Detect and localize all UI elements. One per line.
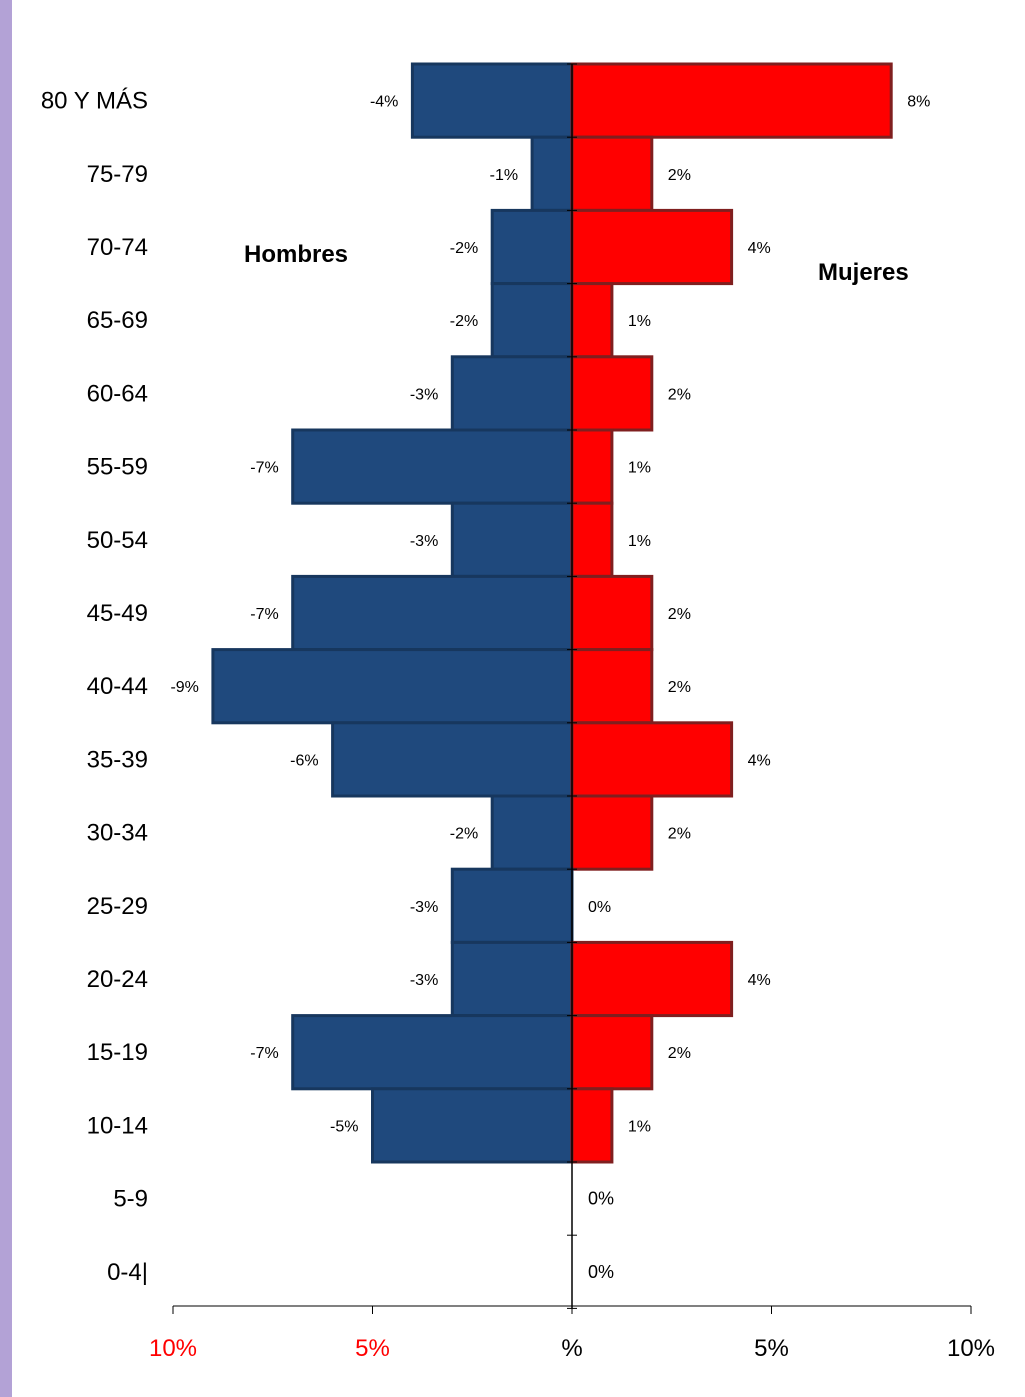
mujeres-bar	[570, 282, 614, 359]
age-group-label: 55-59	[87, 454, 148, 481]
labels-group: 80 Y MÁS -4% 8% 75-79 -1% 2% 70-74 -2% 4% 65-69 -2…	[41, 88, 995, 1362]
mujeres-data-label: 0%	[588, 1262, 614, 1282]
x-tick-label: 10%	[947, 1335, 995, 1362]
mujeres-data-label: 2%	[668, 679, 691, 696]
hombres-bar	[291, 574, 574, 652]
mujeres-data-label: 8%	[907, 94, 930, 111]
hombres-data-label: -2%	[450, 313, 478, 330]
mujeres-bar	[570, 135, 654, 212]
age-group-label: 15-19	[87, 1039, 148, 1066]
age-group-label: 40-44	[87, 673, 148, 700]
hombres-bar	[450, 501, 574, 578]
mujeres-data-label: 1%	[628, 460, 651, 477]
mujeres-bar	[570, 940, 734, 1018]
hombres-bar	[450, 940, 574, 1018]
x-tick-label: 10%	[149, 1335, 197, 1362]
mujeres-bar	[570, 721, 734, 798]
mujeres-data-label: 2%	[668, 1045, 691, 1062]
age-group-label: 45-49	[87, 600, 148, 627]
age-group-label: 25-29	[87, 893, 148, 920]
age-group-label: 10-14	[87, 1112, 148, 1139]
mujeres-bar	[570, 208, 734, 286]
mujeres-data-label: 4%	[748, 240, 771, 257]
mujeres-data-label: 4%	[748, 972, 771, 989]
hombres-data-label: -1%	[490, 167, 518, 184]
mujeres-bar	[570, 1087, 614, 1164]
hombres-data-label: -3%	[410, 899, 438, 916]
x-tick-label: 5%	[754, 1335, 789, 1362]
hombres-bar	[490, 794, 574, 871]
x-tick-label: 5%	[355, 1335, 390, 1362]
left-decorative-band	[0, 0, 12, 1397]
age-group-label: 80 Y MÁS	[41, 88, 148, 115]
age-group-label: 50-54	[87, 527, 148, 554]
hombres-group-label: Hombres	[244, 241, 348, 268]
hombres-data-label: -5%	[330, 1118, 358, 1135]
mujeres-data-label: 2%	[668, 606, 691, 623]
hombres-data-label: -4%	[370, 94, 398, 111]
hombres-bar	[450, 355, 574, 432]
mujeres-data-label: 0%	[588, 1189, 614, 1209]
mujeres-bar	[570, 428, 614, 505]
mujeres-data-label: 2%	[668, 167, 691, 184]
mujeres-bar	[570, 648, 654, 725]
mujeres-data-label: 1%	[628, 313, 651, 330]
mujeres-bar	[570, 501, 614, 578]
age-group-label: 0-4|	[107, 1259, 148, 1286]
hombres-data-label: -3%	[410, 386, 438, 403]
mujeres-data-label: 2%	[668, 826, 691, 843]
hombres-data-label: -2%	[450, 240, 478, 257]
mujeres-group-label: Mujeres	[818, 259, 909, 286]
age-group-label: 5-9	[113, 1186, 148, 1213]
hombres-data-label: -7%	[250, 1045, 278, 1062]
mujeres-data-label: 0%	[588, 899, 611, 916]
mujeres-bar	[570, 1014, 654, 1091]
hombres-data-label: -7%	[250, 606, 278, 623]
age-group-label: 35-39	[87, 746, 148, 773]
mujeres-bar	[570, 355, 654, 432]
age-group-label: 60-64	[87, 380, 148, 407]
mujeres-data-label: 1%	[628, 533, 651, 550]
x-tick-label: %	[561, 1335, 582, 1362]
hombres-data-label: -2%	[450, 826, 478, 843]
age-group-label: 65-69	[87, 307, 148, 334]
hombres-data-label: -7%	[250, 460, 278, 477]
age-group-label: 30-34	[87, 820, 148, 847]
axes-group	[172, 63, 972, 1314]
mujeres-bar	[570, 794, 654, 871]
mujeres-data-label: 2%	[668, 386, 691, 403]
mujeres-data-label: 4%	[748, 752, 771, 769]
hombres-bar	[530, 135, 574, 212]
mujeres-bar	[570, 574, 654, 652]
mujeres-data-label: 1%	[628, 1118, 651, 1135]
age-group-label: 70-74	[87, 234, 148, 261]
age-group-label: 20-24	[87, 966, 148, 993]
hombres-bar	[291, 428, 574, 505]
age-group-label: 75-79	[87, 161, 148, 188]
hombres-data-label: -3%	[410, 972, 438, 989]
hombres-bar	[211, 648, 574, 725]
hombres-bar	[331, 721, 574, 798]
hombres-bar	[490, 282, 574, 359]
hombres-bar	[450, 867, 574, 944]
hombres-data-label: -6%	[290, 752, 318, 769]
hombres-bar	[291, 1014, 574, 1091]
hombres-bar	[490, 208, 574, 286]
hombres-data-label: -3%	[410, 533, 438, 550]
hombres-data-label: -9%	[170, 679, 198, 696]
mujeres-bar	[570, 62, 893, 139]
hombres-bar	[410, 62, 574, 139]
bars-group	[211, 62, 893, 1164]
hombres-bar	[371, 1087, 574, 1164]
